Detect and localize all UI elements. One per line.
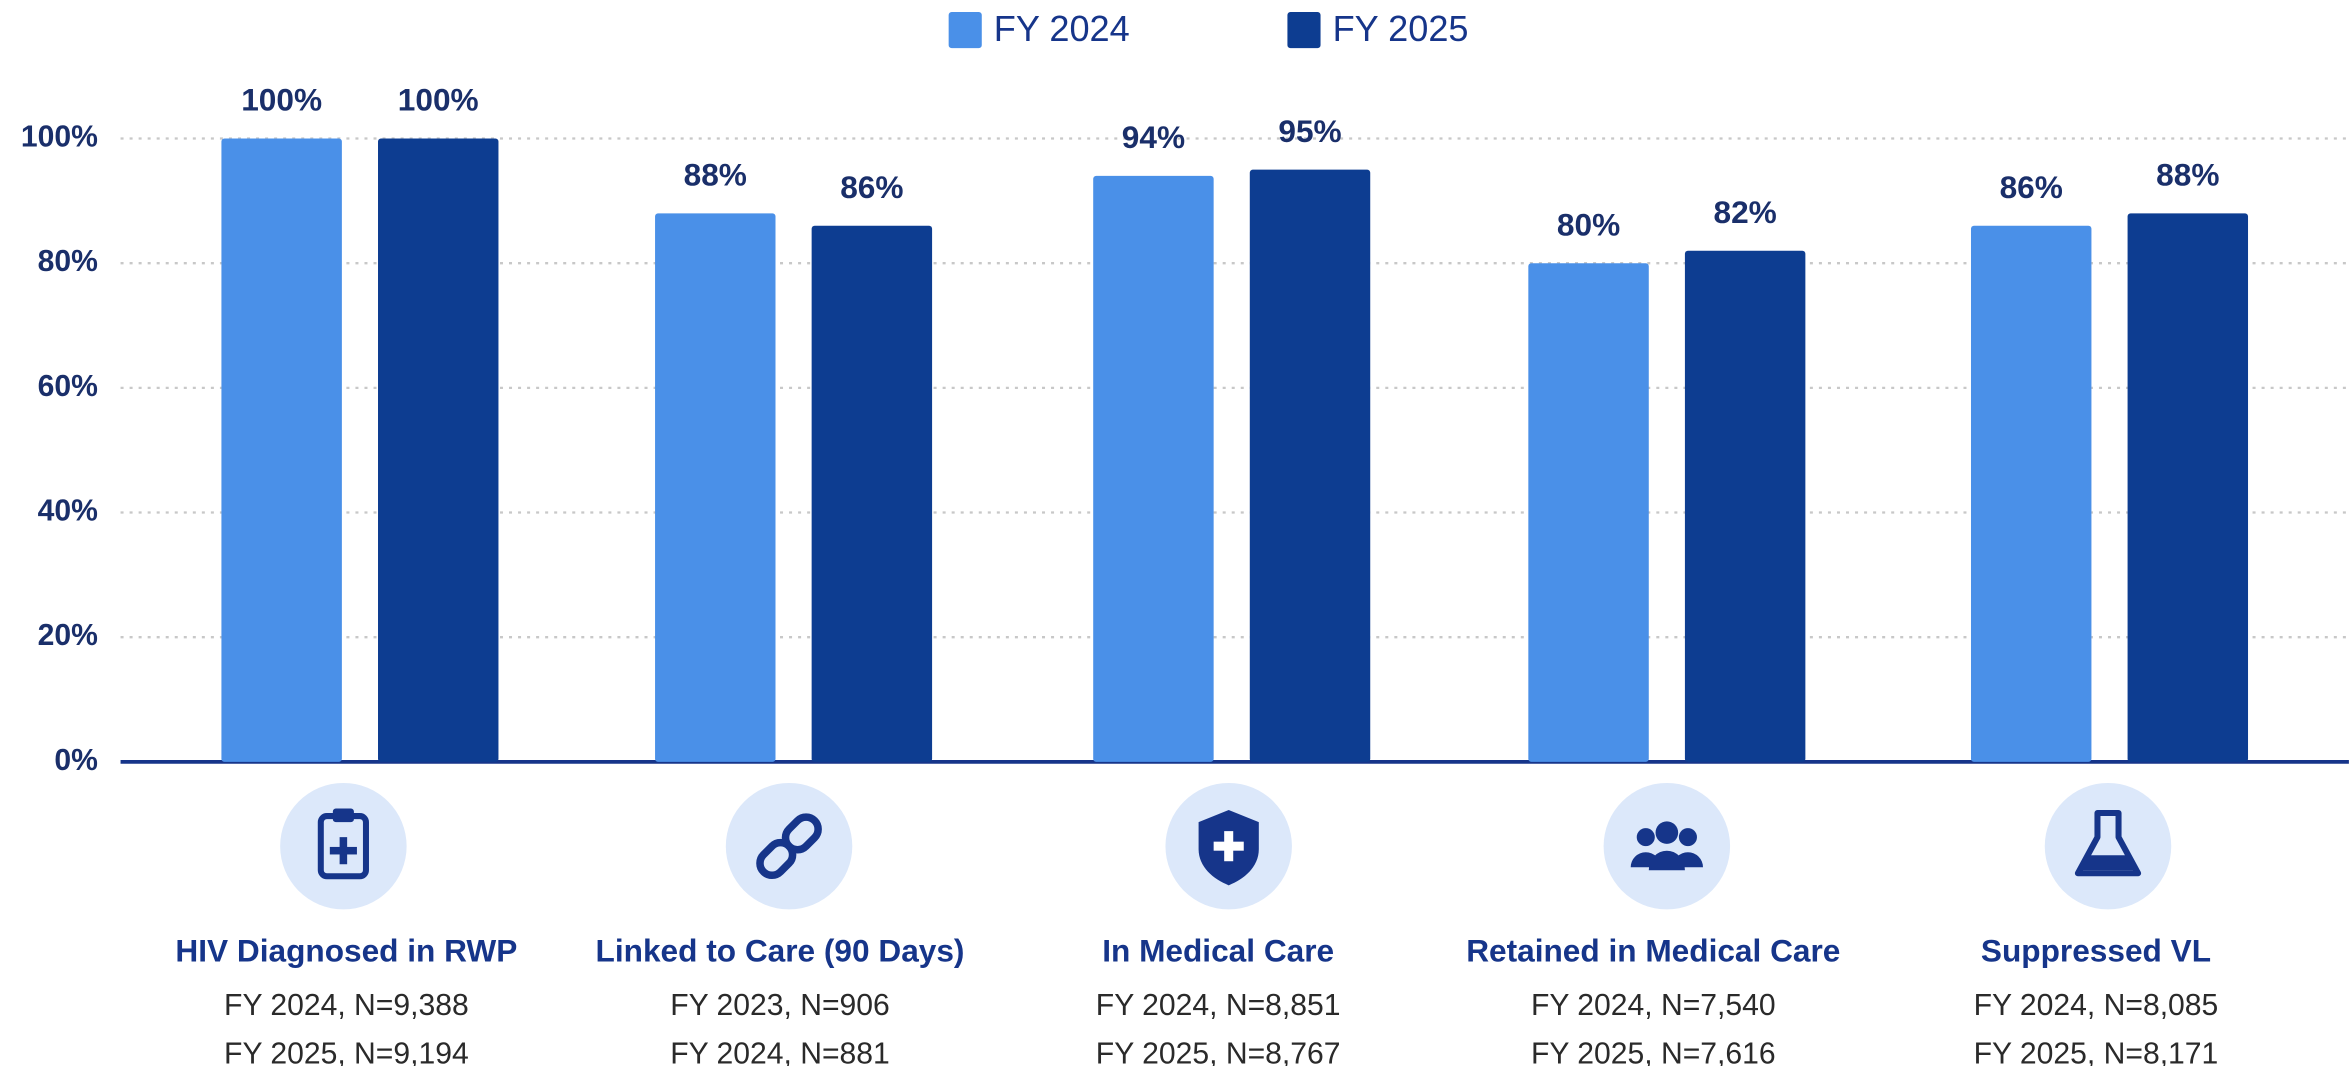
bar [1093,175,1214,762]
y-tick-label: 80% [38,245,98,278]
legend-label: FY 2025 [1333,8,1469,49]
icon-clipboard [280,782,407,910]
category-label: Linked to Care (90 Days) [596,932,965,968]
y-tick-label: 0% [54,744,98,777]
category-detail: FY 2025, N=9,194 [224,1037,469,1066]
category-detail: FY 2023, N=906 [670,989,890,1022]
bar [1684,250,1806,762]
legend-swatch [1287,12,1321,49]
icon-flask [2044,782,2172,910]
category-label: Retained in Medical Care [1466,932,1840,968]
category-detail: FY 2025, N=7,616 [1531,1037,1776,1066]
category-detail: FY 2024, N=8,085 [1974,989,2219,1022]
bar [1249,169,1371,762]
legend-label: FY 2024 [994,8,1130,49]
bar [1970,225,2092,762]
icon-shield [1165,782,1292,910]
value-label: 80% [1557,206,1620,242]
category-detail: FY 2024, N=7,540 [1531,989,1776,1022]
category-label: Suppressed VL [1981,932,2211,968]
bar [811,225,933,762]
bar [655,213,776,762]
category-label: HIV Diagnosed in RWP [175,932,517,968]
legend-swatch [948,12,982,49]
value-label: 88% [2156,157,2219,193]
value-label: 95% [1278,113,1341,149]
value-label: 86% [840,169,903,205]
value-label: 100% [241,82,322,118]
icon-people [1603,782,1731,910]
y-tick-label: 20% [38,619,98,652]
y-tick-label: 60% [38,370,98,403]
value-label: 88% [684,157,747,193]
category-detail: FY 2025, N=8,767 [1096,1037,1341,1066]
bar [1528,263,1649,762]
value-label: 94% [1122,119,1185,155]
category-detail: FY 2024, N=881 [670,1037,890,1066]
value-label: 86% [2000,169,2063,205]
value-label: 100% [398,82,479,118]
icons [280,782,2172,910]
category-detail: FY 2024, N=9,388 [224,989,469,1022]
bar [378,138,499,762]
y-tick-label: 40% [38,494,98,527]
category-detail: FY 2025, N=8,171 [1974,1037,2219,1066]
bar [2127,213,2249,762]
category-detail: FY 2024, N=8,851 [1096,989,1341,1022]
y-tick-label: 100% [21,120,98,153]
icon-link [725,782,853,910]
value-label: 82% [1714,194,1777,230]
category-label: In Medical Care [1102,932,1334,968]
bar [221,138,342,762]
